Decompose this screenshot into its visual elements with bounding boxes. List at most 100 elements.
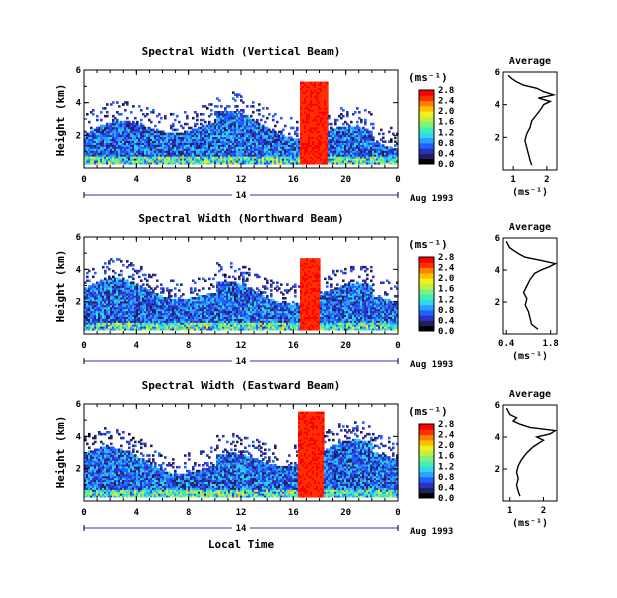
- heatmap-cell: [228, 158, 231, 161]
- heatmap-cell: [182, 306, 185, 310]
- heatmap-cell: [84, 136, 87, 140]
- heatmap-cell: [184, 328, 187, 331]
- heatmap-cell: [252, 160, 255, 163]
- heatmap-cell: [182, 126, 185, 130]
- heatmap-cell: [176, 128, 179, 132]
- heatmap-cell: [296, 148, 299, 151]
- heatmap-cell: [106, 148, 109, 151]
- heatmap-cell: [114, 304, 117, 308]
- heatmap-cell: [184, 134, 187, 138]
- heatmap-cell: [156, 130, 159, 134]
- heatmap-cell: [102, 306, 105, 310]
- heatmap-cell: [196, 304, 199, 308]
- heatmap-cell: [100, 154, 103, 157]
- heatmap-cell: [100, 281, 103, 285]
- heatmap-cell: [324, 89, 327, 92]
- heatmap-cell: [238, 126, 241, 130]
- heatmap-cell: [200, 316, 203, 319]
- heatmap-cell: [162, 287, 165, 290]
- heatmap-cell: [112, 128, 115, 132]
- heatmap-cell: [238, 144, 241, 147]
- heatmap-cell: [232, 140, 235, 143]
- heatmap-cell: [284, 144, 287, 147]
- heatmap-cell: [224, 156, 227, 159]
- heatmap-cell: [310, 126, 313, 130]
- heatmap-cell: [170, 279, 173, 283]
- heatmap-cell: [236, 140, 239, 143]
- heatmap-cell: [168, 142, 171, 145]
- heatmap-cell: [152, 138, 155, 141]
- heatmap-cell: [124, 128, 127, 132]
- heatmap-cell: [222, 154, 225, 157]
- heatmap-cell: [108, 308, 111, 312]
- heatmap-cell: [98, 308, 101, 312]
- heatmap-cell: [170, 138, 173, 141]
- heatmap-cell: [86, 160, 89, 163]
- heatmap-cell: [296, 120, 299, 124]
- heatmap-cell: [110, 289, 113, 292]
- heatmap-cell: [220, 130, 223, 134]
- heatmap-cell: [392, 158, 395, 161]
- heatmap-cell: [332, 128, 335, 132]
- heatmap-cell: [136, 144, 139, 147]
- heatmap-cell: [94, 146, 97, 149]
- heatmap-cell: [280, 158, 283, 161]
- heatmap-cell: [168, 293, 171, 296]
- heatmap-cell: [330, 128, 333, 132]
- heatmap-cell: [158, 324, 161, 327]
- heatmap-cell: [158, 312, 161, 316]
- heatmap-cell: [226, 111, 229, 114]
- heatmap-cell: [198, 300, 201, 304]
- heatmap-cell: [96, 142, 99, 145]
- heatmap-cell: [186, 308, 189, 312]
- heatmap-cell: [156, 279, 159, 283]
- heatmap-cell: [292, 142, 295, 145]
- heatmap-cell: [224, 134, 227, 138]
- heatmap-cell: [370, 162, 373, 165]
- heatmap-cell: [308, 95, 311, 98]
- heatmap-cell: [214, 113, 217, 116]
- heatmap-cell: [254, 130, 257, 134]
- heatmap-cell: [250, 114, 253, 118]
- heatmap-cell: [198, 289, 201, 292]
- heatmap-cell: [180, 132, 183, 136]
- heatmap-cell: [92, 285, 95, 288]
- heatmap-cell: [174, 287, 177, 290]
- heatmap-cell: [372, 146, 375, 149]
- heatmap-cell: [248, 134, 251, 138]
- heatmap-cell: [170, 162, 173, 165]
- heatmap-cell: [98, 293, 101, 296]
- heatmap-cell: [152, 324, 155, 327]
- heatmap-cell: [296, 138, 299, 141]
- heatmap-cell: [198, 154, 201, 157]
- heatmap-cell: [116, 320, 119, 323]
- heatmap-cell: [238, 158, 241, 161]
- heatmap-cell: [234, 134, 237, 138]
- heatmap-cell: [250, 130, 253, 134]
- heatmap-cell: [212, 154, 215, 157]
- heatmap-cell: [346, 144, 349, 147]
- heatmap-cell: [108, 267, 111, 271]
- heatmap-cell: [92, 146, 95, 149]
- heatmap-cell: [282, 152, 285, 155]
- heatmap-cell: [218, 122, 221, 126]
- heatmap-cell: [94, 298, 97, 302]
- heatmap-cell: [318, 156, 321, 159]
- heatmap-cell: [302, 93, 305, 96]
- heatmap-cell: [202, 150, 205, 153]
- heatmap-cell: [164, 144, 167, 147]
- heatmap-cell: [314, 126, 317, 130]
- heatmap-cell: [184, 298, 187, 302]
- heatmap-cell: [192, 136, 195, 140]
- heatmap-cell: [138, 324, 141, 327]
- heatmap-cell: [112, 306, 115, 310]
- heatmap-cell: [114, 162, 117, 165]
- heatmap-cell: [104, 277, 107, 281]
- heatmap-cell: [314, 142, 317, 145]
- heatmap-cell: [140, 150, 143, 153]
- heatmap-cell: [98, 326, 101, 329]
- heatmap-cell: [144, 273, 147, 277]
- heatmap-cell: [324, 134, 327, 138]
- heatmap-cell: [312, 138, 315, 141]
- heatmap-cell: [152, 134, 155, 138]
